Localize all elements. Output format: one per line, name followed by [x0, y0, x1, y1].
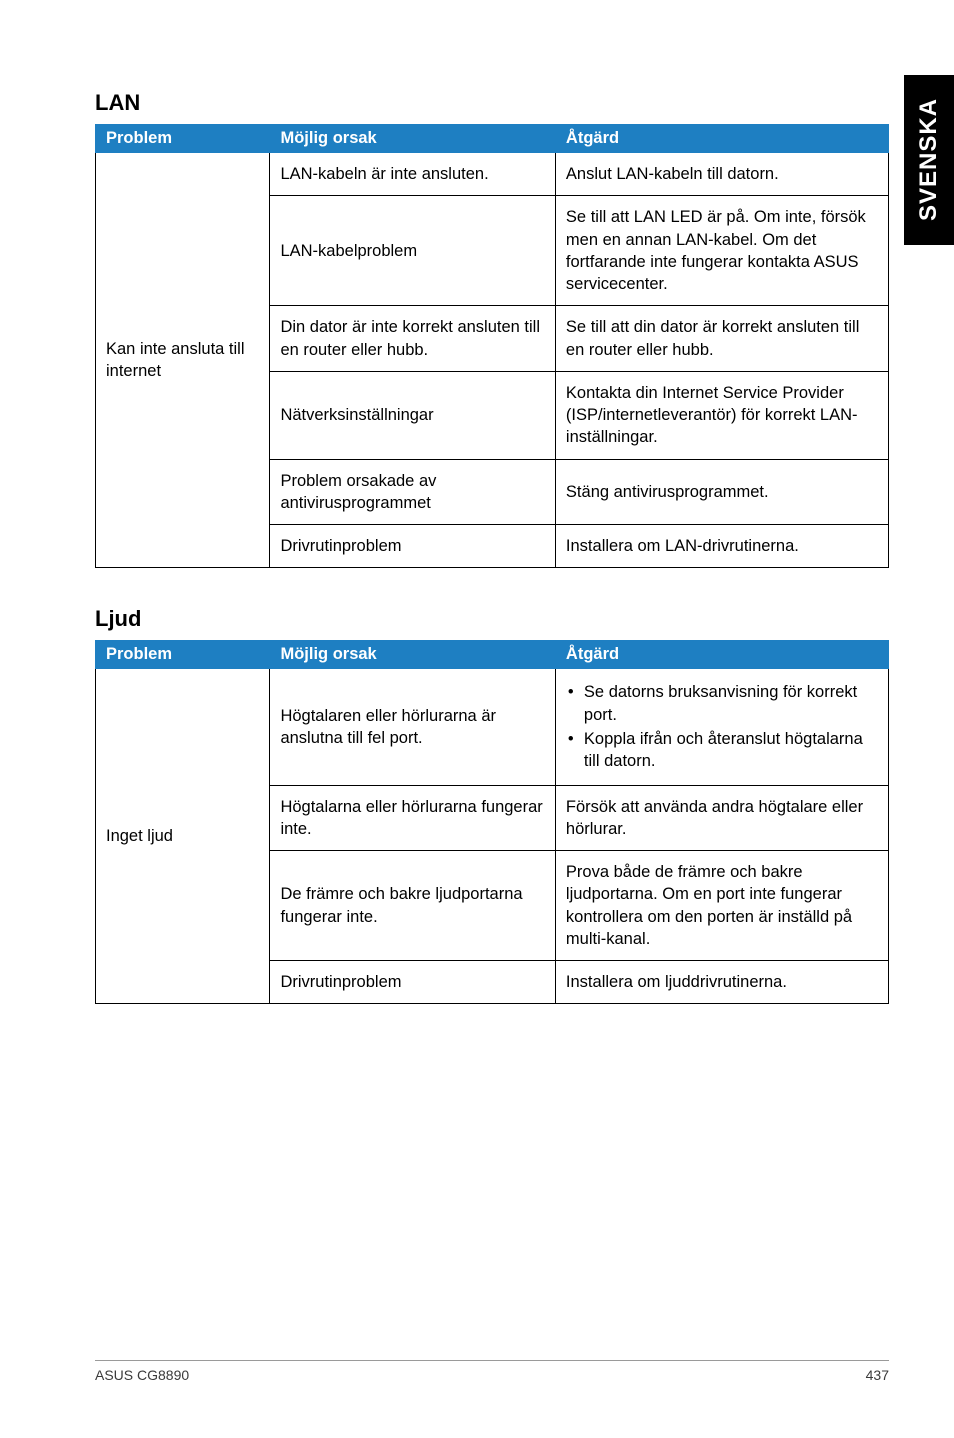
bullet-item: Koppla ifrån och återanslut högtalarna t… [566, 728, 878, 773]
table-row: Kan inte ansluta till internet LAN-kabel… [96, 153, 889, 196]
action-cell: Prova både de främre och bakre ljudporta… [555, 851, 888, 961]
page-footer: ASUS CG8890 437 [95, 1360, 889, 1383]
action-cell: Se till att din dator är korrekt anslute… [555, 306, 888, 372]
table-header-row: Problem Möjlig orsak Åtgärd [96, 125, 889, 153]
action-cell: Installera om LAN-drivrutinerna. [555, 525, 888, 568]
problem-cell: Kan inte ansluta till internet [96, 153, 270, 568]
cause-cell: Nätverksinställningar [270, 371, 555, 459]
page-content: LAN Problem Möjlig orsak Åtgärd Kan inte… [0, 0, 954, 1438]
problem-cell: Inget ljud [96, 669, 270, 1004]
header-cause: Möjlig orsak [270, 125, 555, 153]
table-header-row: Problem Möjlig orsak Åtgärd [96, 641, 889, 669]
cause-cell: Drivrutinproblem [270, 961, 555, 1004]
action-cell: Se datorns bruksanvisning för korrekt po… [555, 669, 888, 785]
action-cell: Installera om ljuddrivrutinerna. [555, 961, 888, 1004]
ljud-table: Problem Möjlig orsak Åtgärd Inget ljud H… [95, 640, 889, 1004]
cause-cell: Problem orsakade av antivirusprogrammet [270, 459, 555, 525]
cause-cell: LAN-kabeln är inte ansluten. [270, 153, 555, 196]
action-cell: Kontakta din Internet Service Provider (… [555, 371, 888, 459]
header-problem: Problem [96, 125, 270, 153]
action-bullet-list: Se datorns bruksanvisning för korrekt po… [566, 681, 878, 772]
action-cell: Anslut LAN-kabeln till datorn. [555, 153, 888, 196]
cause-cell: Drivrutinproblem [270, 525, 555, 568]
cause-cell: Din dator är inte korrekt ansluten till … [270, 306, 555, 372]
lan-title: LAN [95, 90, 889, 116]
lan-table: Problem Möjlig orsak Åtgärd Kan inte ans… [95, 124, 889, 568]
header-action: Åtgärd [555, 641, 888, 669]
cause-cell: LAN-kabelproblem [270, 196, 555, 306]
header-action: Åtgärd [555, 125, 888, 153]
cause-cell: Högtalarna eller hörlurarna fungerar int… [270, 785, 555, 851]
action-cell: Försök att använda andra högtalare eller… [555, 785, 888, 851]
cause-cell: De främre och bakre ljudportarna fungera… [270, 851, 555, 961]
footer-model: ASUS CG8890 [95, 1367, 189, 1383]
header-cause: Möjlig orsak [270, 641, 555, 669]
ljud-title: Ljud [95, 606, 889, 632]
cause-cell: Högtalaren eller hörlurarna är anslutna … [270, 669, 555, 785]
action-cell: Se till att LAN LED är på. Om inte, förs… [555, 196, 888, 306]
footer-page-number: 437 [866, 1367, 889, 1383]
bullet-item: Se datorns bruksanvisning för korrekt po… [566, 681, 878, 726]
header-problem: Problem [96, 641, 270, 669]
table-row: Inget ljud Högtalaren eller hörlurarna ä… [96, 669, 889, 785]
action-cell: Stäng antivirusprogrammet. [555, 459, 888, 525]
